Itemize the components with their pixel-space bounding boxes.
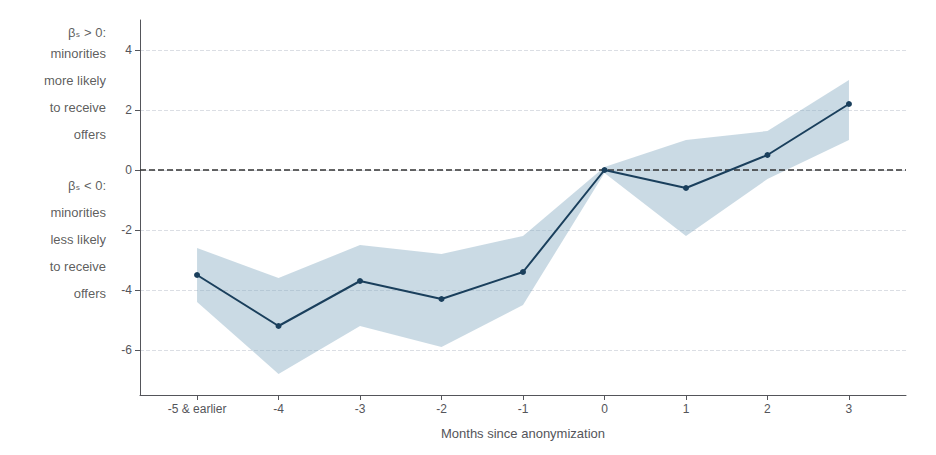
svg-text:less likely: less likely [50, 232, 106, 247]
svg-text:-6: -6 [121, 343, 132, 357]
svg-text:0: 0 [125, 163, 132, 177]
svg-text:-5 & earlier: -5 & earlier [168, 402, 227, 416]
svg-text:more likely: more likely [44, 73, 107, 88]
svg-text:Months since anonymization: Months since anonymization [441, 426, 605, 441]
svg-text:2: 2 [125, 103, 132, 117]
svg-text:minorities: minorities [50, 46, 106, 61]
svg-text:βₛ < 0:: βₛ < 0: [68, 178, 106, 193]
svg-text:-2: -2 [121, 223, 132, 237]
svg-text:-2: -2 [436, 402, 447, 416]
svg-text:3: 3 [846, 402, 853, 416]
svg-text:1: 1 [683, 402, 690, 416]
svg-text:offers: offers [74, 286, 107, 301]
svg-text:0: 0 [601, 402, 608, 416]
svg-text:to receive: to receive [50, 259, 106, 274]
svg-text:2: 2 [764, 402, 771, 416]
svg-text:to receive: to receive [50, 100, 106, 115]
svg-text:-1: -1 [518, 402, 529, 416]
svg-text:βₛ > 0:: βₛ > 0: [68, 25, 106, 40]
svg-text:minorities: minorities [50, 205, 106, 220]
svg-text:-3: -3 [355, 402, 366, 416]
svg-text:offers: offers [74, 127, 107, 142]
svg-text:-4: -4 [273, 402, 284, 416]
svg-text:4: 4 [125, 43, 132, 57]
svg-text:-4: -4 [121, 283, 132, 297]
